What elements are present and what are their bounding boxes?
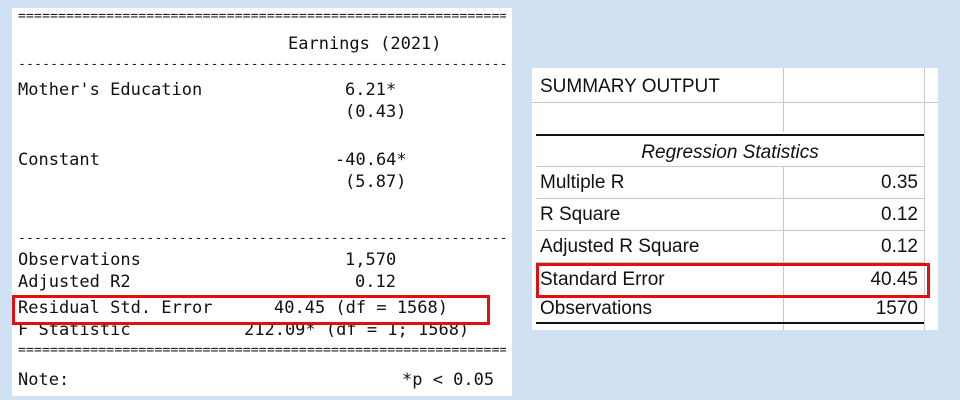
stat-value-multiple-r: 0.35 <box>881 172 918 193</box>
coef-label-constant: Constant <box>18 150 100 170</box>
stat-value-r-square: 0.12 <box>881 204 918 225</box>
double-rule-top: ========================================… <box>18 12 506 22</box>
single-rule-header: ----------------------------------------… <box>18 60 506 70</box>
grid-vline-right <box>924 68 925 330</box>
grid-vline-body <box>783 166 784 330</box>
stat-label-residual-std-error: Residual Std. Error <box>18 298 213 318</box>
grid-hline-section-top <box>536 134 924 136</box>
grid-vline-title <box>783 68 784 132</box>
excel-summary-output: SUMMARY OUTPUT Regression Statistics Mul… <box>532 68 938 330</box>
coef-se-constant: (5.87) <box>345 172 407 192</box>
stargazer-regression-table: ========================================… <box>12 8 512 396</box>
stat-value-residual-std-error: 40.45 (df = 1568) <box>274 298 448 318</box>
grid-hline-section-bottom <box>536 166 924 167</box>
stat-value-standard-error: 40.45 <box>870 269 918 290</box>
note-text: *p < 0.05 <box>402 370 495 390</box>
coef-value-mothers-education: 6.21* <box>345 80 397 100</box>
stat-label-r-square: R Square <box>540 204 621 225</box>
stat-label-multiple-r: Multiple R <box>540 172 625 193</box>
note-label: Note: <box>18 370 70 390</box>
stat-value-observations: 1570 <box>875 298 918 319</box>
stat-label-observations: Observations <box>540 298 652 319</box>
grid-hline-bottom <box>536 322 924 324</box>
grid-hline-1 <box>532 102 938 103</box>
double-rule-bottom: ========================================… <box>18 346 506 356</box>
coef-label-mothers-education: Mother's Education <box>18 80 203 100</box>
grid-hline-4 <box>536 230 924 231</box>
stat-value-observations: 1,570 <box>345 250 397 270</box>
single-rule-stats: ----------------------------------------… <box>18 234 506 244</box>
stat-label-adjusted-r-square: Adjusted R Square <box>540 236 700 257</box>
highlight-box-residual-std-error <box>12 295 490 325</box>
grid-hline-5 <box>536 262 924 263</box>
stat-label-f-statistic: F Statistic <box>18 320 131 340</box>
stat-value-adjusted-r-square: 0.12 <box>881 236 918 257</box>
stat-value-f-statistic: 212.09* (df = 1; 1568) <box>244 320 470 340</box>
summary-output-title: SUMMARY OUTPUT <box>540 76 720 97</box>
regression-statistics-header: Regression Statistics <box>641 142 819 163</box>
coef-value-constant: -40.64* <box>335 150 407 170</box>
stat-label-adjusted-r2: Adjusted R2 <box>18 272 131 292</box>
grid-hline-3 <box>536 198 924 199</box>
highlight-box-standard-error <box>536 263 930 298</box>
stat-label-observations: Observations <box>18 250 141 270</box>
stat-label-standard-error: Standard Error <box>540 269 665 290</box>
stat-value-adjusted-r2: 0.12 <box>355 272 396 292</box>
coef-se-mothers-education: (0.43) <box>345 102 407 122</box>
dependent-variable-header: Earnings (2021) <box>288 34 442 54</box>
